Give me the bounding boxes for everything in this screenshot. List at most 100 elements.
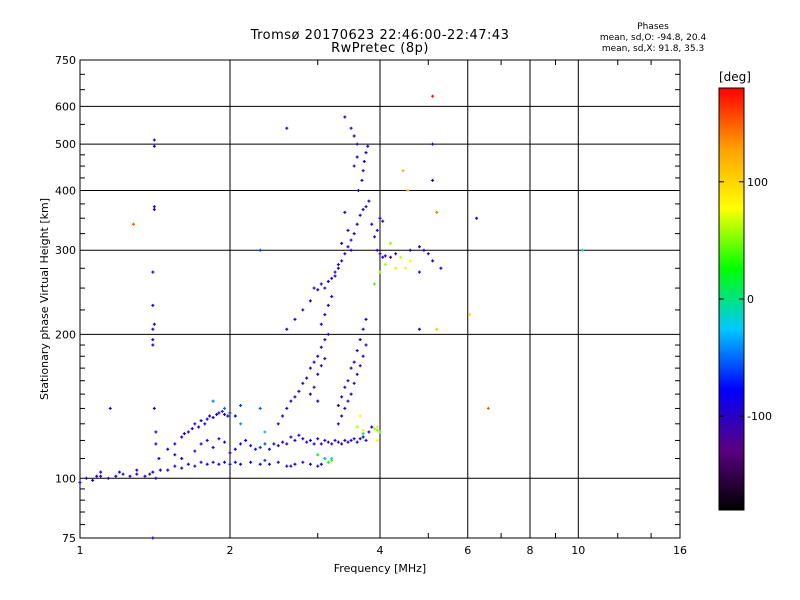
data-point (406, 188, 410, 192)
data-point (358, 364, 362, 368)
data-point (486, 406, 490, 410)
data-point (217, 462, 221, 466)
data-point (408, 259, 412, 263)
y-axis-label: Stationary phase Virtual Height [km] (38, 198, 51, 400)
data-point (143, 474, 147, 478)
data-point (285, 406, 289, 410)
data-point (151, 303, 155, 307)
data-point (323, 456, 327, 460)
data-point (312, 286, 316, 290)
data-point (375, 425, 379, 429)
data-point (258, 445, 262, 449)
data-point (99, 470, 103, 474)
data-point (312, 442, 316, 446)
data-point (180, 456, 184, 460)
data-point (233, 447, 237, 451)
data-point (346, 245, 350, 249)
data-point (293, 395, 297, 399)
data-point (228, 451, 232, 455)
data-point (361, 169, 365, 173)
data-point (180, 466, 184, 470)
data-point (370, 425, 374, 429)
data-point (211, 399, 215, 403)
data-point (166, 447, 170, 451)
data-point (340, 442, 344, 446)
y-tick-label: 200 (55, 328, 76, 341)
data-point (408, 248, 412, 252)
data-point (431, 178, 435, 182)
data-point (373, 427, 377, 431)
data-point (364, 438, 368, 442)
data-point (228, 462, 232, 466)
data-point (352, 360, 356, 364)
data-point (182, 432, 186, 436)
data-point (180, 435, 184, 439)
x-tick-label: 4 (377, 544, 384, 557)
colorbar-tick-label: 0 (747, 293, 754, 306)
data-point (276, 422, 280, 426)
data-point (152, 406, 156, 410)
data-point (355, 425, 359, 429)
data-point (106, 476, 110, 480)
data-point (401, 169, 405, 173)
data-point (373, 282, 377, 286)
data-point (333, 438, 337, 442)
data-point (239, 442, 243, 446)
data-point (281, 440, 285, 444)
data-point (340, 241, 344, 245)
data-point (253, 447, 257, 451)
data-point (378, 270, 382, 274)
data-point (281, 414, 285, 418)
data-point (128, 474, 132, 478)
data-point (389, 241, 393, 245)
data-point (301, 381, 305, 385)
data-point (343, 385, 347, 389)
data-point (383, 254, 387, 258)
data-point (157, 456, 161, 460)
data-point (249, 460, 253, 464)
data-point (108, 406, 112, 410)
data-point (293, 438, 297, 442)
data-point (383, 263, 387, 267)
data-point (475, 216, 479, 220)
data-point (95, 474, 99, 478)
data-point (190, 427, 194, 431)
data-point (431, 259, 435, 263)
data-point (285, 464, 289, 468)
data-point (258, 406, 262, 410)
data-point (358, 213, 362, 217)
data-point (135, 472, 139, 476)
data-point (308, 438, 312, 442)
data-point (343, 115, 347, 119)
data-point (349, 126, 353, 130)
data-point (316, 288, 320, 292)
data-point (308, 462, 312, 466)
data-point (319, 282, 323, 286)
data-point (355, 372, 359, 376)
data-point (263, 442, 267, 446)
data-point (333, 274, 337, 278)
data-point (293, 462, 297, 466)
data-point (399, 255, 403, 259)
data-point (152, 138, 156, 142)
data-point (152, 144, 156, 148)
data-point (581, 248, 585, 252)
data-point (114, 474, 118, 478)
data-point (378, 430, 382, 434)
data-point (381, 255, 385, 259)
data-point (352, 437, 356, 441)
data-point (319, 364, 323, 368)
data-point (378, 216, 382, 220)
data-point (364, 205, 368, 209)
data-point (135, 468, 139, 472)
data-point (360, 178, 364, 182)
data-point (355, 349, 359, 353)
data-point (367, 430, 371, 434)
data-point (154, 442, 158, 446)
data-point (239, 403, 243, 407)
data-point (468, 313, 472, 317)
data-point (312, 360, 316, 364)
data-point (151, 338, 155, 342)
data-point (226, 414, 230, 418)
data-point (439, 266, 443, 270)
